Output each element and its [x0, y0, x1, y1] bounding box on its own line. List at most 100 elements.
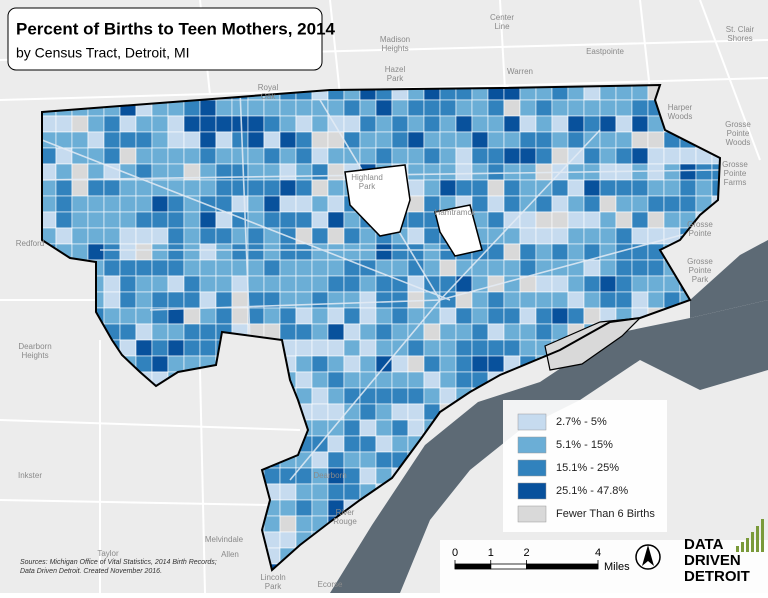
tract	[183, 275, 201, 293]
tract	[103, 115, 121, 133]
tract	[279, 115, 297, 133]
tract	[439, 275, 457, 293]
logo-bar	[741, 542, 744, 552]
tract	[631, 195, 649, 213]
tract	[423, 387, 441, 405]
tract	[583, 291, 601, 309]
tract	[583, 275, 601, 293]
legend-swatch	[517, 413, 547, 431]
tract	[359, 435, 377, 453]
tract	[535, 291, 553, 309]
tract	[407, 387, 425, 405]
tract	[279, 483, 297, 501]
tract	[87, 115, 105, 133]
tract	[375, 387, 393, 405]
tract	[295, 499, 313, 517]
tract	[375, 131, 393, 149]
place-label: Hamtramck	[435, 208, 477, 217]
tract	[487, 355, 505, 373]
tract	[279, 307, 297, 325]
sources: Sources: Michigan Office of Vital Statis…	[20, 559, 217, 575]
tract	[439, 99, 457, 117]
tract	[455, 339, 473, 357]
tract	[439, 115, 457, 133]
place-label: Pointe	[689, 229, 712, 238]
tract	[135, 243, 153, 261]
tract	[247, 275, 265, 293]
tract	[391, 307, 409, 325]
tract	[151, 291, 169, 309]
tract	[231, 291, 249, 309]
tract	[327, 483, 345, 501]
tract	[327, 419, 345, 437]
tract	[391, 291, 409, 309]
tract	[103, 291, 121, 309]
tract	[215, 131, 233, 149]
tract	[615, 211, 633, 229]
tract	[311, 259, 329, 277]
tract	[215, 99, 233, 117]
tract	[215, 243, 233, 261]
tract	[375, 339, 393, 357]
place-label: Highland	[351, 173, 383, 182]
tract	[679, 147, 697, 165]
tract	[279, 531, 297, 549]
legend-label: 5.1% - 15%	[556, 439, 613, 451]
tract	[343, 435, 361, 453]
tract	[439, 355, 457, 373]
tract	[535, 307, 553, 325]
tract	[311, 355, 329, 373]
tract	[471, 307, 489, 325]
place-label: Royal	[258, 83, 279, 92]
tract	[295, 371, 313, 389]
tract	[359, 467, 377, 485]
tract	[135, 323, 153, 341]
tract	[631, 275, 649, 293]
tract	[263, 259, 281, 277]
tract	[119, 227, 137, 245]
place-label: Heights	[21, 351, 48, 360]
tract	[247, 99, 265, 117]
tract	[135, 339, 153, 357]
tract	[423, 179, 441, 197]
tract	[87, 195, 105, 213]
tract	[183, 259, 201, 277]
tract	[503, 99, 521, 117]
tract	[439, 307, 457, 325]
tract	[519, 339, 537, 357]
tract	[567, 227, 585, 245]
tract	[183, 147, 201, 165]
tract	[87, 179, 105, 197]
place-label: Pointe	[727, 129, 750, 138]
tract	[327, 371, 345, 389]
tract	[343, 339, 361, 357]
tract	[359, 323, 377, 341]
tract	[551, 131, 569, 149]
tract	[567, 115, 585, 133]
tract	[503, 339, 521, 357]
tract	[327, 355, 345, 373]
place-label: Grosse	[687, 220, 713, 229]
tract	[103, 179, 121, 197]
tract	[343, 323, 361, 341]
tract	[519, 131, 537, 149]
tract	[567, 195, 585, 213]
tract	[263, 275, 281, 293]
tract	[279, 211, 297, 229]
tract	[519, 259, 537, 277]
tract	[119, 211, 137, 229]
tract	[343, 115, 361, 133]
tract	[183, 131, 201, 149]
tract	[167, 339, 185, 357]
tract	[359, 99, 377, 117]
tract	[135, 227, 153, 245]
tract	[103, 227, 121, 245]
scale-label: 1	[488, 547, 494, 559]
scale-unit: Miles	[604, 561, 630, 573]
tract	[455, 307, 473, 325]
tract	[391, 131, 409, 149]
tract	[279, 323, 297, 341]
tract	[503, 147, 521, 165]
tract	[551, 147, 569, 165]
